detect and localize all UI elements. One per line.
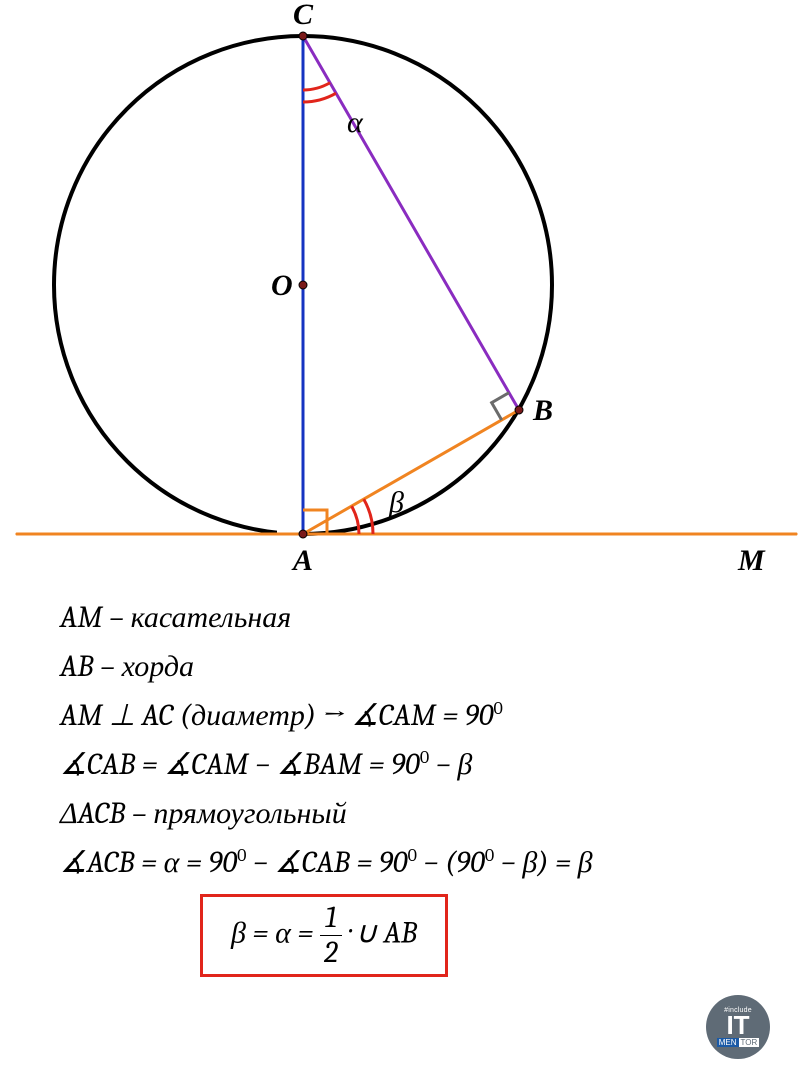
svg-text:O: O (271, 269, 293, 302)
proof-line: β = α = 12 · ∪ AB (60, 894, 760, 977)
logo-it: IT (726, 1014, 749, 1037)
svg-text:β: β (388, 486, 404, 519)
proof-line: ∡CAB = ∡CAM − ∡BAM = 900 − β (60, 747, 760, 782)
proof-steps: AM – касательная AB – хорда AM ⊥ AC (диаме… (60, 600, 760, 991)
proof-line: ΔACB – прямоугольный (60, 796, 760, 831)
proof-line: AM ⊥ AC (диаметр) → ∡CAM = 900 (60, 698, 760, 733)
logo-tor: TOR (739, 1038, 760, 1047)
svg-text:B: B (532, 394, 553, 427)
geometry-diagram: α β C O B A M (0, 0, 810, 600)
logo-badge: #include IT MEN TOR (706, 995, 770, 1059)
svg-text:α: α (347, 106, 364, 139)
proof-line: AM – касательная (60, 600, 760, 635)
proof-line: ∡ACB = α = 900 − ∡CAB = 900 − (900 − β) … (60, 845, 760, 880)
result-box: β = α = 12 · ∪ AB (200, 894, 448, 977)
svg-text:M: M (737, 544, 766, 577)
svg-text:A: A (291, 544, 313, 577)
proof-line: AB – хорда (60, 649, 760, 684)
svg-text:C: C (293, 0, 314, 31)
logo-men: MEN (717, 1038, 739, 1047)
